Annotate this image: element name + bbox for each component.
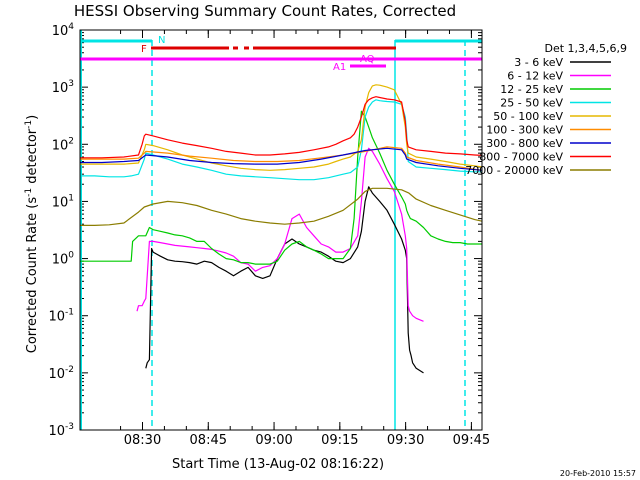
y-tick-label: 100 [52, 251, 75, 268]
y-tick-base: 10 [48, 424, 65, 439]
legend-label: 12 - 25 keV [500, 83, 563, 96]
legend-label: 7000 - 20000 keV [465, 164, 563, 177]
y-tick-exponent: -2 [65, 365, 74, 375]
series-line [80, 147, 483, 171]
y-axis-label-main: Corrected Count Rate (s [25, 197, 40, 354]
series-line [80, 84, 483, 171]
label-f: F [141, 44, 147, 55]
y-tick-base: 10 [52, 195, 69, 210]
x-tick-label: 09:00 [255, 433, 292, 448]
x-tick-label: 09:30 [387, 433, 424, 448]
y-tick-exponent: 4 [68, 22, 74, 32]
y-tick-label: 10-2 [48, 365, 74, 382]
label-n: N [158, 35, 165, 46]
y-tick-label: 10-1 [48, 308, 74, 325]
legend-label: 800 - 7000 keV [479, 151, 563, 164]
x-tick-label: 09:15 [321, 433, 358, 448]
y-tick-exponent: 0 [68, 251, 74, 261]
legend-label: 100 - 300 keV [486, 124, 563, 137]
axis-ticks: 08:30 08:45 09:00 09:15 09:30 09:4510-310-210… [48, 22, 490, 448]
y-tick-base: 10 [52, 24, 69, 39]
legend-label: 25 - 50 keV [500, 97, 563, 110]
series-lines [80, 84, 483, 374]
y-axis-label-exp2: -1 [24, 120, 34, 129]
y-axis-label: Corrected Count Rate (s-1 detector-1) [24, 115, 40, 353]
legend-label: 3 - 6 keV [514, 56, 563, 69]
y-axis-label-exp1: -1 [24, 188, 34, 197]
chart-title: HESSI Observing Summary Count Rates, Cor… [74, 2, 456, 20]
y-tick-exponent: 3 [68, 79, 74, 89]
y-tick-base: 10 [48, 367, 65, 382]
y-tick-label: 103 [52, 79, 74, 96]
series-line [80, 187, 483, 226]
y-axis-label-mid: detector [25, 128, 40, 188]
label-a1: A1 [333, 62, 346, 73]
y-tick-base: 10 [52, 138, 69, 153]
series-line [145, 186, 424, 374]
y-tick-label: 10-3 [48, 422, 74, 439]
y-tick-exponent: 2 [68, 136, 74, 146]
legend-label: 50 - 100 keV [493, 110, 563, 123]
y-tick-exponent: -3 [65, 422, 74, 432]
series-line [80, 146, 483, 171]
x-tick-label: 08:30 [124, 433, 161, 448]
y-tick-base: 10 [48, 310, 65, 325]
series-line [80, 96, 483, 159]
y-tick-label: 101 [52, 193, 74, 210]
y-tick-label: 102 [52, 136, 74, 153]
legend-label: 300 - 800 keV [486, 137, 563, 150]
legend-header: Det 1,3,4,5,6,9 [544, 42, 627, 55]
y-tick-base: 10 [52, 253, 69, 268]
x-tick-label: 09:45 [453, 433, 490, 448]
date-stamp: 20-Feb-2010 15:57 [560, 469, 636, 478]
y-tick-exponent: 1 [68, 193, 74, 203]
series-line [80, 110, 482, 265]
annotations: NF AQ A1 [80, 30, 482, 430]
plot-frame [79, 29, 483, 431]
y-tick-exponent: -1 [65, 308, 74, 318]
legend-label: 6 - 12 keV [507, 70, 563, 83]
y-axis-label-end: ) [25, 115, 40, 120]
y-tick-label: 104 [52, 22, 75, 39]
y-tick-base: 10 [52, 81, 69, 96]
x-axis-label: Start Time (13-Aug-02 08:16:22) [172, 457, 384, 472]
x-tick-label: 08:45 [190, 433, 227, 448]
label-aq: AQ [360, 54, 375, 65]
